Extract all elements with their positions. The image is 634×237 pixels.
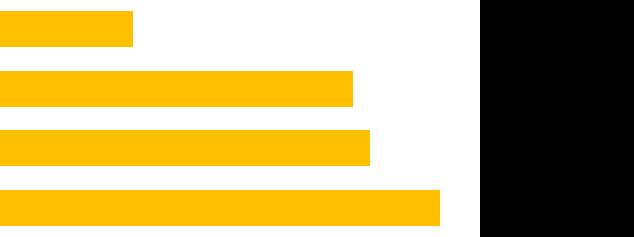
Bar: [0, 11, 133, 47]
Bar: [0, 71, 353, 106]
Bar: [0, 131, 370, 166]
Bar: [0, 190, 440, 226]
